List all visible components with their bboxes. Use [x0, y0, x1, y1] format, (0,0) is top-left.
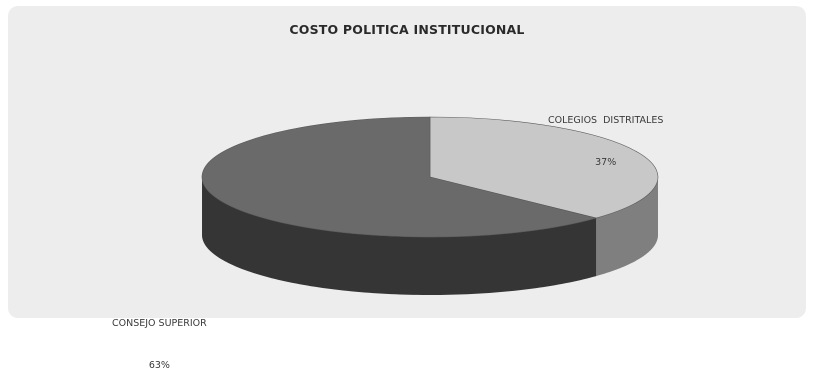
slice-label-consejo-superior: CONSEJO SUPERIOR 63% [112, 289, 207, 387]
pie-slice-colegios-distritales [429, 116, 659, 219]
pie-chart [201, 116, 659, 295]
slice-name: COLEGIOS DISTRITALES [548, 115, 664, 126]
pie-sides [202, 177, 658, 295]
pie-slice-consejo-superior [201, 116, 598, 238]
pie-side-consejo-superior [202, 177, 597, 295]
slice-label-colegios-distritales: COLEGIOS DISTRITALES 37% [548, 86, 663, 184]
pie-side-colegios-distritales [596, 177, 658, 277]
pie-top [201, 116, 659, 238]
chart-title: COSTO POLITICA INSTITUCIONAL [289, 22, 525, 37]
slice-percent: 63% [148, 360, 170, 371]
slice-percent: 37% [595, 157, 617, 168]
slice-name: CONSEJO SUPERIOR [112, 318, 207, 329]
